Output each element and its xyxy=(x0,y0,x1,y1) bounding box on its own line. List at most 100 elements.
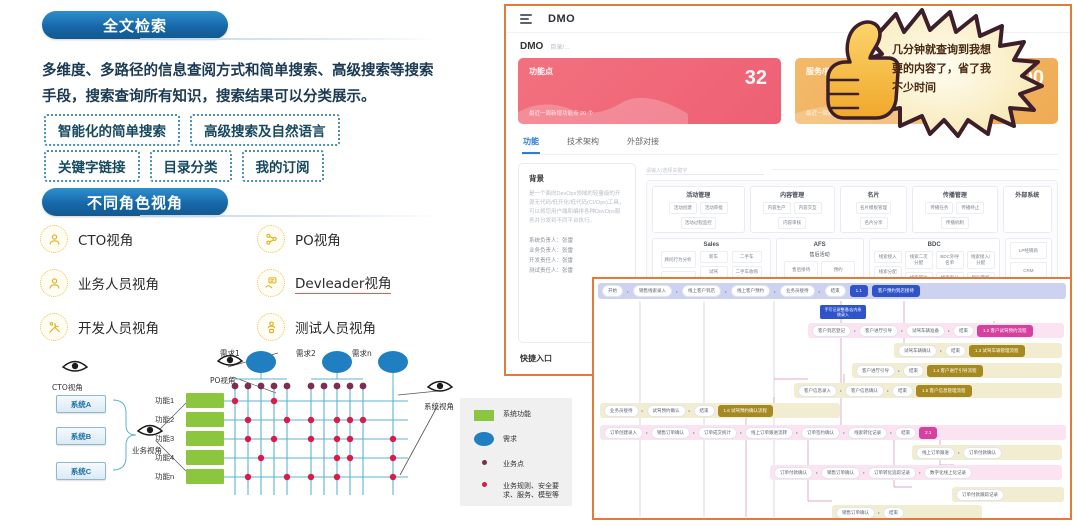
search-input[interactable]: 请输入/选择关键字 xyxy=(646,163,764,175)
arrow-icon: ▸ xyxy=(901,328,904,333)
role-item-developer[interactable]: 开发人员视角 xyxy=(40,313,243,341)
tab-tech-architecture[interactable]: 技术架构 xyxy=(567,137,599,146)
function-box[interactable] xyxy=(186,431,224,446)
function-label: 功能n xyxy=(155,472,175,481)
flow-node[interactable]: 订单付款跟踪记录 xyxy=(956,488,1004,501)
flow-node[interactable]: 客户到店登记 xyxy=(812,324,851,337)
flow-node[interactable]: 销售订单确认 xyxy=(821,466,861,479)
flow-node[interactable]: 线上客户预约 xyxy=(731,285,771,297)
chip[interactable]: 名片模板管理 xyxy=(856,202,892,214)
chip[interactable]: 活动过程监控 xyxy=(680,217,716,229)
flow-node[interactable]: 订单成交统计 xyxy=(698,426,738,439)
tag-my-subscription[interactable]: 我的订阅 xyxy=(241,150,324,182)
flow-node[interactable]: 结束 xyxy=(892,384,914,397)
role-item-business[interactable]: 业务人员视角 xyxy=(40,269,243,297)
demand-node xyxy=(378,351,408,373)
function-box[interactable] xyxy=(186,450,224,465)
role-item-tester[interactable]: 测试人员视角 xyxy=(257,313,460,341)
chip[interactable]: LP经销商 xyxy=(1009,242,1047,259)
chip[interactable]: BDC外呼名单 xyxy=(935,251,964,269)
flow-step-number[interactable]: 2.1 xyxy=(919,426,938,439)
role-label: PO视角 xyxy=(295,233,341,249)
flow-node[interactable]: 结束 xyxy=(895,426,917,439)
flow-node[interactable]: 试驾车辆确认 xyxy=(898,344,937,357)
flow-node[interactable]: 结束 xyxy=(824,285,846,297)
flow-node[interactable]: 结束 xyxy=(953,324,975,337)
flow-node[interactable]: 试驾预约确认 xyxy=(646,404,686,417)
flow-step-number[interactable]: 1.1 xyxy=(849,285,868,297)
chip[interactable]: 预约 xyxy=(821,261,856,278)
chip[interactable]: 线索接入/分配 xyxy=(966,251,995,269)
function-box[interactable] xyxy=(186,469,224,484)
chip[interactable]: 传播终止 xyxy=(956,202,985,214)
role-item-po[interactable]: PO视角 xyxy=(257,225,460,253)
flow-node[interactable]: 线上客户到店 xyxy=(682,285,722,297)
flow-step-title[interactable]: 1.5 客户信息管理流程 xyxy=(916,384,972,397)
chip[interactable]: 线索接入 xyxy=(873,251,902,263)
tab-external-integration[interactable]: 外部对接 xyxy=(627,137,659,146)
function-box[interactable] xyxy=(186,412,224,427)
chip[interactable]: 顾问行为分析 xyxy=(660,251,696,268)
flow-node[interactable]: 销售订单确认 xyxy=(651,426,691,439)
dmo-tabs: 功能 技术架构 外部对接 xyxy=(522,133,1058,155)
hamburger-icon[interactable] xyxy=(520,14,532,24)
tag-catalog-classify[interactable]: 目录分类 xyxy=(149,150,232,182)
flow-node[interactable]: 订单转化追踪记录 xyxy=(868,466,917,479)
chip[interactable]: 新车 xyxy=(699,251,728,263)
stat-card-function-points[interactable]: 功能点 32 最近一周新增功能点 20 个 xyxy=(518,58,781,124)
function-box[interactable] xyxy=(186,393,224,408)
flow-step-title[interactable]: 1.3 试驾车辆管理流程 xyxy=(969,344,1025,357)
chip[interactable]: 售后接待 xyxy=(784,261,819,278)
function-label: 功能4 xyxy=(155,453,175,462)
flow-node[interactable]: 业务员接待 xyxy=(780,285,815,297)
chip[interactable]: 内容生产 xyxy=(762,202,791,214)
tag-smart-simple-search[interactable]: 智能化的简单搜索 xyxy=(44,114,180,146)
flow-node[interactable]: 结束 xyxy=(883,506,905,518)
breadcrumb-main[interactable]: DMO xyxy=(520,41,544,52)
flow-node[interactable]: 线上订单跟进流转 xyxy=(745,426,794,439)
system-box-a[interactable]: 系统A xyxy=(56,395,106,413)
chip[interactable]: 名片分享 xyxy=(859,217,888,229)
system-box-b[interactable]: 系统B xyxy=(56,427,106,445)
flow-step-title[interactable]: 1.2 客户试驾预约流程 xyxy=(977,324,1033,337)
flow-node[interactable]: 订单创建录入 xyxy=(604,426,643,439)
flow-node[interactable]: 结束 xyxy=(903,364,925,377)
flow-node[interactable]: 销售线索录入 xyxy=(633,285,673,297)
flow-node[interactable]: 客户信息录入 xyxy=(798,384,837,397)
flow-node[interactable]: 订单付款确认 xyxy=(963,446,1003,459)
flow-node[interactable]: 客户信息确认 xyxy=(845,384,885,397)
info-card-paragraph: 是一个面向DevOps领域的轻量级的开源无代码/低开化/低代码(CI/Ops)工… xyxy=(529,191,625,224)
flow-node[interactable]: 订单付款确认 xyxy=(774,466,813,479)
flow-node[interactable]: 线索转化记录 xyxy=(848,426,888,439)
flow-node[interactable]: 试驾车辆准备 xyxy=(906,324,946,337)
chip[interactable]: 传播机制 xyxy=(940,217,969,229)
label-system-view: 系统视角 xyxy=(424,402,454,411)
flow-step-title[interactable]: 1.6 试驾预约确认流程 xyxy=(717,404,774,417)
tag-keyword-link[interactable]: 关键字链接 xyxy=(44,150,140,182)
flow-node[interactable]: 结束 xyxy=(945,344,967,357)
role-item-cto[interactable]: CTO视角 xyxy=(40,225,243,253)
flow-node[interactable]: 业务员接待 xyxy=(604,404,639,417)
flow-node[interactable]: 开始 xyxy=(602,285,623,297)
flow-step-title[interactable]: 客户预约到店接待 xyxy=(871,285,920,297)
flow-node[interactable]: 客户进厅引导 xyxy=(859,324,899,337)
chip[interactable]: 活动创建 xyxy=(668,202,697,214)
demand-label: 需求2 xyxy=(296,349,316,358)
flow-node[interactable]: 结束 xyxy=(693,404,715,417)
flow-node[interactable]: 客户进厅引导 xyxy=(856,364,895,377)
chip[interactable]: 内容交互 xyxy=(793,202,822,214)
tag-advanced-search-nl[interactable]: 高级搜索及自然语言 xyxy=(190,114,340,146)
chip[interactable]: 二手车 xyxy=(731,251,763,263)
chip[interactable]: 线索二次分配 xyxy=(904,251,933,269)
tab-function[interactable]: 功能 xyxy=(522,133,540,154)
chip[interactable]: 活动审批 xyxy=(699,202,728,214)
flow-node[interactable]: 数字化线上化记录 xyxy=(924,466,973,479)
role-item-devleader[interactable]: Devleader视角 xyxy=(257,269,460,297)
flow-node[interactable]: 订单签约确认 xyxy=(801,426,841,439)
flow-step-title[interactable]: 1.4 客户进厅引导流程 xyxy=(927,364,983,377)
flow-node[interactable]: 销售订单确认 xyxy=(836,506,875,518)
flow-node[interactable]: 线上订单跟进 xyxy=(916,446,955,459)
system-box-c[interactable]: 系统C xyxy=(56,462,106,480)
chip[interactable]: 内容审核 xyxy=(778,217,807,229)
chip[interactable]: 传播任务 xyxy=(925,202,954,214)
